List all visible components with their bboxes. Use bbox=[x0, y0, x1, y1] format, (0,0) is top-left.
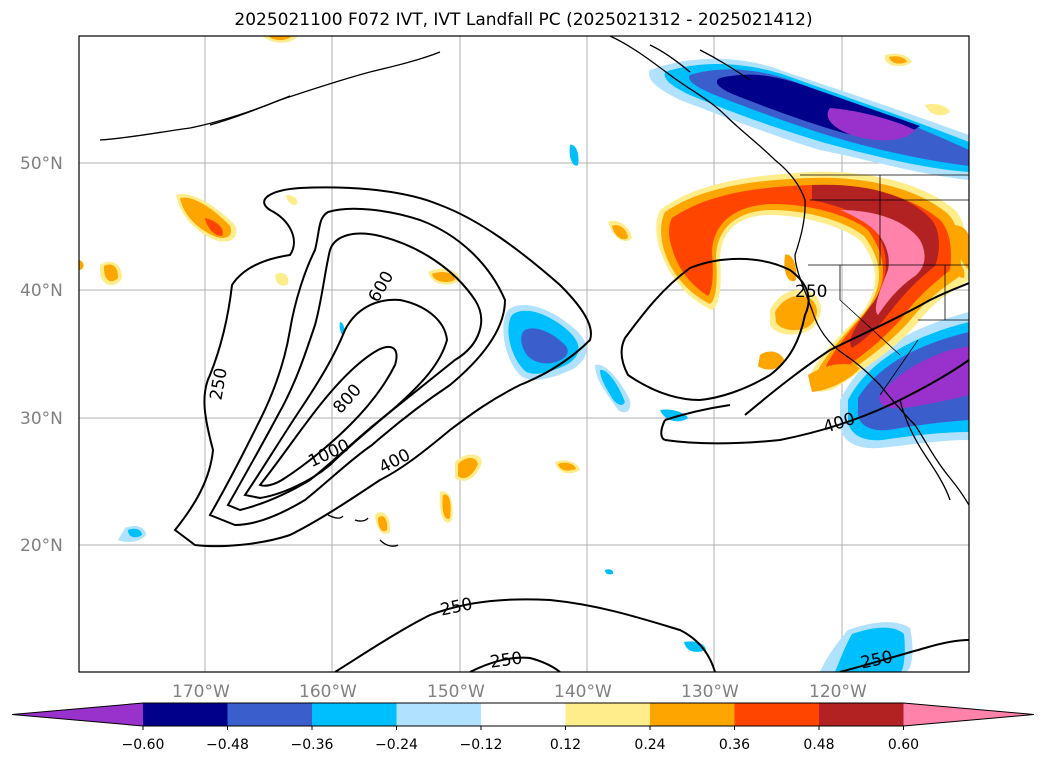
lat-label: 50°N bbox=[20, 154, 63, 174]
colorbar-tick-label: 0.60 bbox=[888, 737, 919, 753]
lon-label: 120°W bbox=[809, 682, 867, 702]
lon-label: 150°W bbox=[427, 682, 485, 702]
colorbar-tick-label: −0.24 bbox=[375, 737, 418, 753]
colorbar-segment bbox=[396, 703, 481, 726]
latitude-labels: 50°N 40°N 30°N 20°N bbox=[20, 154, 63, 556]
colorbar-segment bbox=[143, 703, 228, 726]
colorbar-tick-label: 0.24 bbox=[634, 737, 665, 753]
contour-label: 250 bbox=[795, 282, 827, 302]
colorbar-tick-label: −0.48 bbox=[206, 737, 249, 753]
lon-label: 140°W bbox=[554, 682, 612, 702]
map-title: 2025021100 F072 IVT, IVT Landfall PC (20… bbox=[234, 10, 813, 30]
colorbar: −0.60 −0.48 −0.36 −0.24 −0.12 0.12 0.24 0.36 0.4… bbox=[11, 702, 1035, 753]
colorbar-tick-label: −0.12 bbox=[460, 737, 503, 753]
colorbar-extend-right bbox=[903, 703, 1034, 726]
colorbar-segment bbox=[481, 703, 566, 726]
negative-pc-fields bbox=[118, 58, 969, 672]
colorbar-segment bbox=[565, 703, 650, 726]
lon-label: 160°W bbox=[299, 682, 357, 702]
colorbar-segment bbox=[312, 703, 397, 726]
lon-label: 130°W bbox=[681, 682, 739, 702]
colorbar-tick-label: −0.36 bbox=[291, 737, 334, 753]
contour-label: 250 bbox=[489, 648, 524, 672]
colorbar-segment bbox=[734, 703, 819, 726]
map-frame bbox=[78, 35, 970, 673]
colorbar-segment bbox=[227, 703, 312, 726]
colorbar-extend-left bbox=[12, 703, 143, 726]
ivt-contours bbox=[173, 186, 969, 672]
colorbar-tick-label: 0.48 bbox=[803, 737, 834, 753]
lat-label: 30°N bbox=[20, 409, 63, 429]
lat-label: 40°N bbox=[20, 281, 63, 301]
colorbar-tick-label: −0.60 bbox=[122, 737, 165, 753]
colorbar-tick-label: 0.36 bbox=[719, 737, 750, 753]
lon-label: 170°W bbox=[172, 682, 230, 702]
colorbar-segment bbox=[819, 703, 904, 726]
lat-label: 20°N bbox=[20, 536, 63, 556]
colorbar-segment bbox=[650, 703, 735, 726]
longitude-labels: 170°W 160°W 150°W 140°W 130°W 120°W bbox=[172, 682, 867, 702]
colorbar-tick-label: 0.12 bbox=[550, 737, 581, 753]
coastlines bbox=[99, 36, 969, 547]
map-area: 600 800 1000 400 250 250 250 250 400 250 bbox=[79, 36, 969, 672]
